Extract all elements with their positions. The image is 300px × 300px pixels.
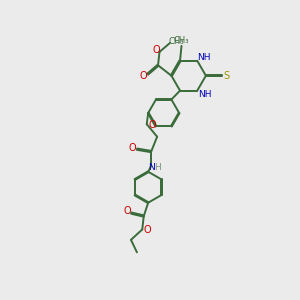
Text: O: O (148, 120, 156, 130)
Text: O: O (152, 45, 160, 55)
Text: CH₃: CH₃ (174, 36, 189, 45)
Text: N: N (148, 163, 155, 172)
Text: NH: NH (197, 53, 211, 62)
Text: O: O (129, 143, 136, 153)
Text: O: O (123, 206, 131, 216)
Text: S: S (224, 71, 230, 81)
Text: NH: NH (198, 90, 211, 99)
Text: O: O (140, 71, 147, 81)
Text: CH₃: CH₃ (169, 37, 184, 46)
Text: H: H (154, 163, 161, 172)
Text: O: O (144, 225, 152, 235)
